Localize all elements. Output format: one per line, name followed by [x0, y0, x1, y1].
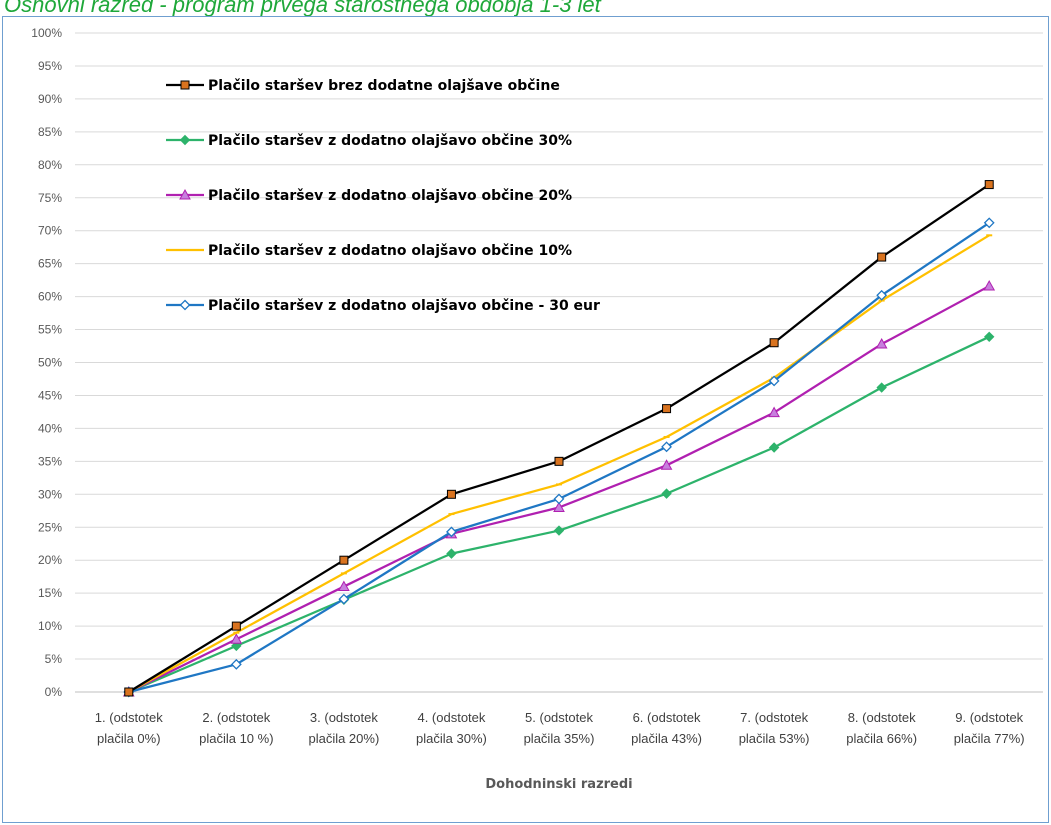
data-point [553, 493, 565, 505]
y-tick-label: 75% [38, 191, 62, 205]
y-tick-label: 35% [38, 454, 62, 468]
legend-item: Plačilo staršev z dodatno olajšavo občin… [166, 133, 572, 149]
x-tick-label: 8. (odstotek plačila 66%) [846, 710, 917, 746]
y-tick-label: 50% [38, 356, 62, 370]
legend-label: Plačilo staršev z dodatno olajšavo občin… [208, 188, 572, 204]
data-point [876, 289, 888, 301]
y-tick-label: 15% [38, 586, 62, 600]
y-tick-label: 0% [45, 685, 63, 699]
data-point [877, 252, 887, 262]
legend-item: Plačilo staršev z dodatno olajšavo občin… [166, 243, 572, 259]
y-tick-label: 95% [38, 59, 62, 73]
data-point [338, 593, 350, 605]
x-tick-label: 4. (odstotek plačila 30%) [416, 710, 487, 746]
legend-item: Plačilo staršev z dodatno olajšavo občin… [166, 298, 600, 314]
data-point [446, 489, 456, 499]
x-axis-ticks: 1. (odstotek plačila 0%) 2. (odstotek plači… [95, 710, 1025, 746]
legend-marker [180, 80, 190, 90]
data-point [446, 548, 457, 559]
legend-marker [179, 188, 191, 200]
y-tick-label: 55% [38, 323, 62, 337]
data-point [661, 441, 672, 453]
series-line [128, 335, 990, 694]
data-point [984, 331, 995, 343]
data-point [554, 456, 564, 466]
legend-label: Plačilo staršev z dodatno olajšavo občin… [208, 298, 600, 314]
gridlines [75, 32, 1043, 693]
data-point [983, 280, 996, 291]
y-tick-label: 70% [38, 224, 62, 238]
series-5 [123, 217, 995, 698]
legend-label: Plačilo staršev z dodatno olajšavo občin… [208, 133, 572, 149]
data-point [660, 459, 673, 470]
legend-label: Plačilo staršev z dodatno olajšavo občin… [208, 243, 572, 259]
series-line [128, 285, 990, 694]
x-tick-label: 3. (odstotek plačila 20%) [308, 710, 379, 746]
data-point [661, 488, 672, 499]
y-tick-label: 5% [45, 652, 63, 666]
y-tick-label: 20% [38, 553, 62, 567]
data-point [662, 404, 672, 414]
data-point [339, 555, 349, 565]
x-tick-label: 2. (odstotek plačila 10 %) [199, 710, 273, 746]
y-tick-label: 40% [38, 421, 62, 435]
line-chart: 0% 5% 10% 15% 20% 25% 30% 35% 40% 45% 50% 55% 60% 65%… [31, 26, 1043, 792]
y-tick-label: 10% [38, 619, 62, 633]
data-point [446, 526, 457, 538]
x-tick-label: 7. (odstotek plačila 53%) [739, 710, 810, 746]
legend-item: Plačilo staršev z dodatno olajšavo občin… [166, 188, 572, 204]
x-tick-label: 6. (odstotek plačila 43%) [631, 710, 702, 746]
data-point [768, 375, 780, 387]
data-point [230, 658, 242, 670]
data-point [984, 180, 994, 190]
y-axis-ticks: 0% 5% 10% 15% 20% 25% 30% 35% 40% 45% 50% 55% 60% 65%… [31, 26, 62, 699]
x-tick-label: 5. (odstotek plačila 35%) [524, 710, 595, 746]
legend: Plačilo staršev brez dodatne olajšave ob… [166, 78, 600, 314]
y-tick-label: 100% [31, 26, 62, 40]
series-1 [124, 180, 994, 697]
data-point [768, 442, 780, 453]
chart-area: 0% 5% 10% 15% 20% 25% 30% 35% 40% 45% 50% 55% 60% 65%… [2, 16, 1049, 823]
y-tick-label: 45% [38, 388, 62, 402]
legend-label: Plačilo staršev brez dodatne olajšave ob… [208, 78, 560, 94]
data-point [769, 338, 779, 348]
data-point [230, 633, 243, 644]
y-tick-label: 65% [38, 257, 62, 271]
y-tick-label: 25% [38, 520, 62, 534]
legend-marker [179, 299, 191, 311]
data-point [124, 687, 134, 697]
data-point [553, 501, 565, 512]
series-3 [122, 280, 996, 697]
data-point [553, 525, 565, 536]
y-tick-label: 85% [38, 125, 62, 139]
x-tick-label: 1. (odstotek plačila 0%) [95, 710, 163, 746]
series-line [128, 183, 990, 693]
x-axis-title: Dohodninski razredi [485, 777, 632, 792]
data-point [231, 621, 241, 631]
legend-item: Plačilo staršev brez dodatne olajšave ob… [166, 78, 560, 94]
y-tick-label: 30% [38, 487, 62, 501]
x-tick-label: 9. (odstotek plačila 77%) [954, 710, 1025, 746]
data-point [983, 217, 995, 229]
page-title: Osnovni razred - program prvega starostn… [4, 0, 601, 17]
y-tick-label: 90% [38, 92, 62, 106]
y-tick-label: 80% [38, 158, 62, 172]
y-tick-label: 60% [38, 290, 62, 304]
series-2 [123, 331, 995, 698]
data-point [876, 382, 887, 393]
legend-marker [179, 134, 191, 146]
data-point [338, 580, 350, 592]
data-point [875, 338, 888, 349]
series-lines [122, 180, 996, 698]
data-point [768, 406, 780, 418]
